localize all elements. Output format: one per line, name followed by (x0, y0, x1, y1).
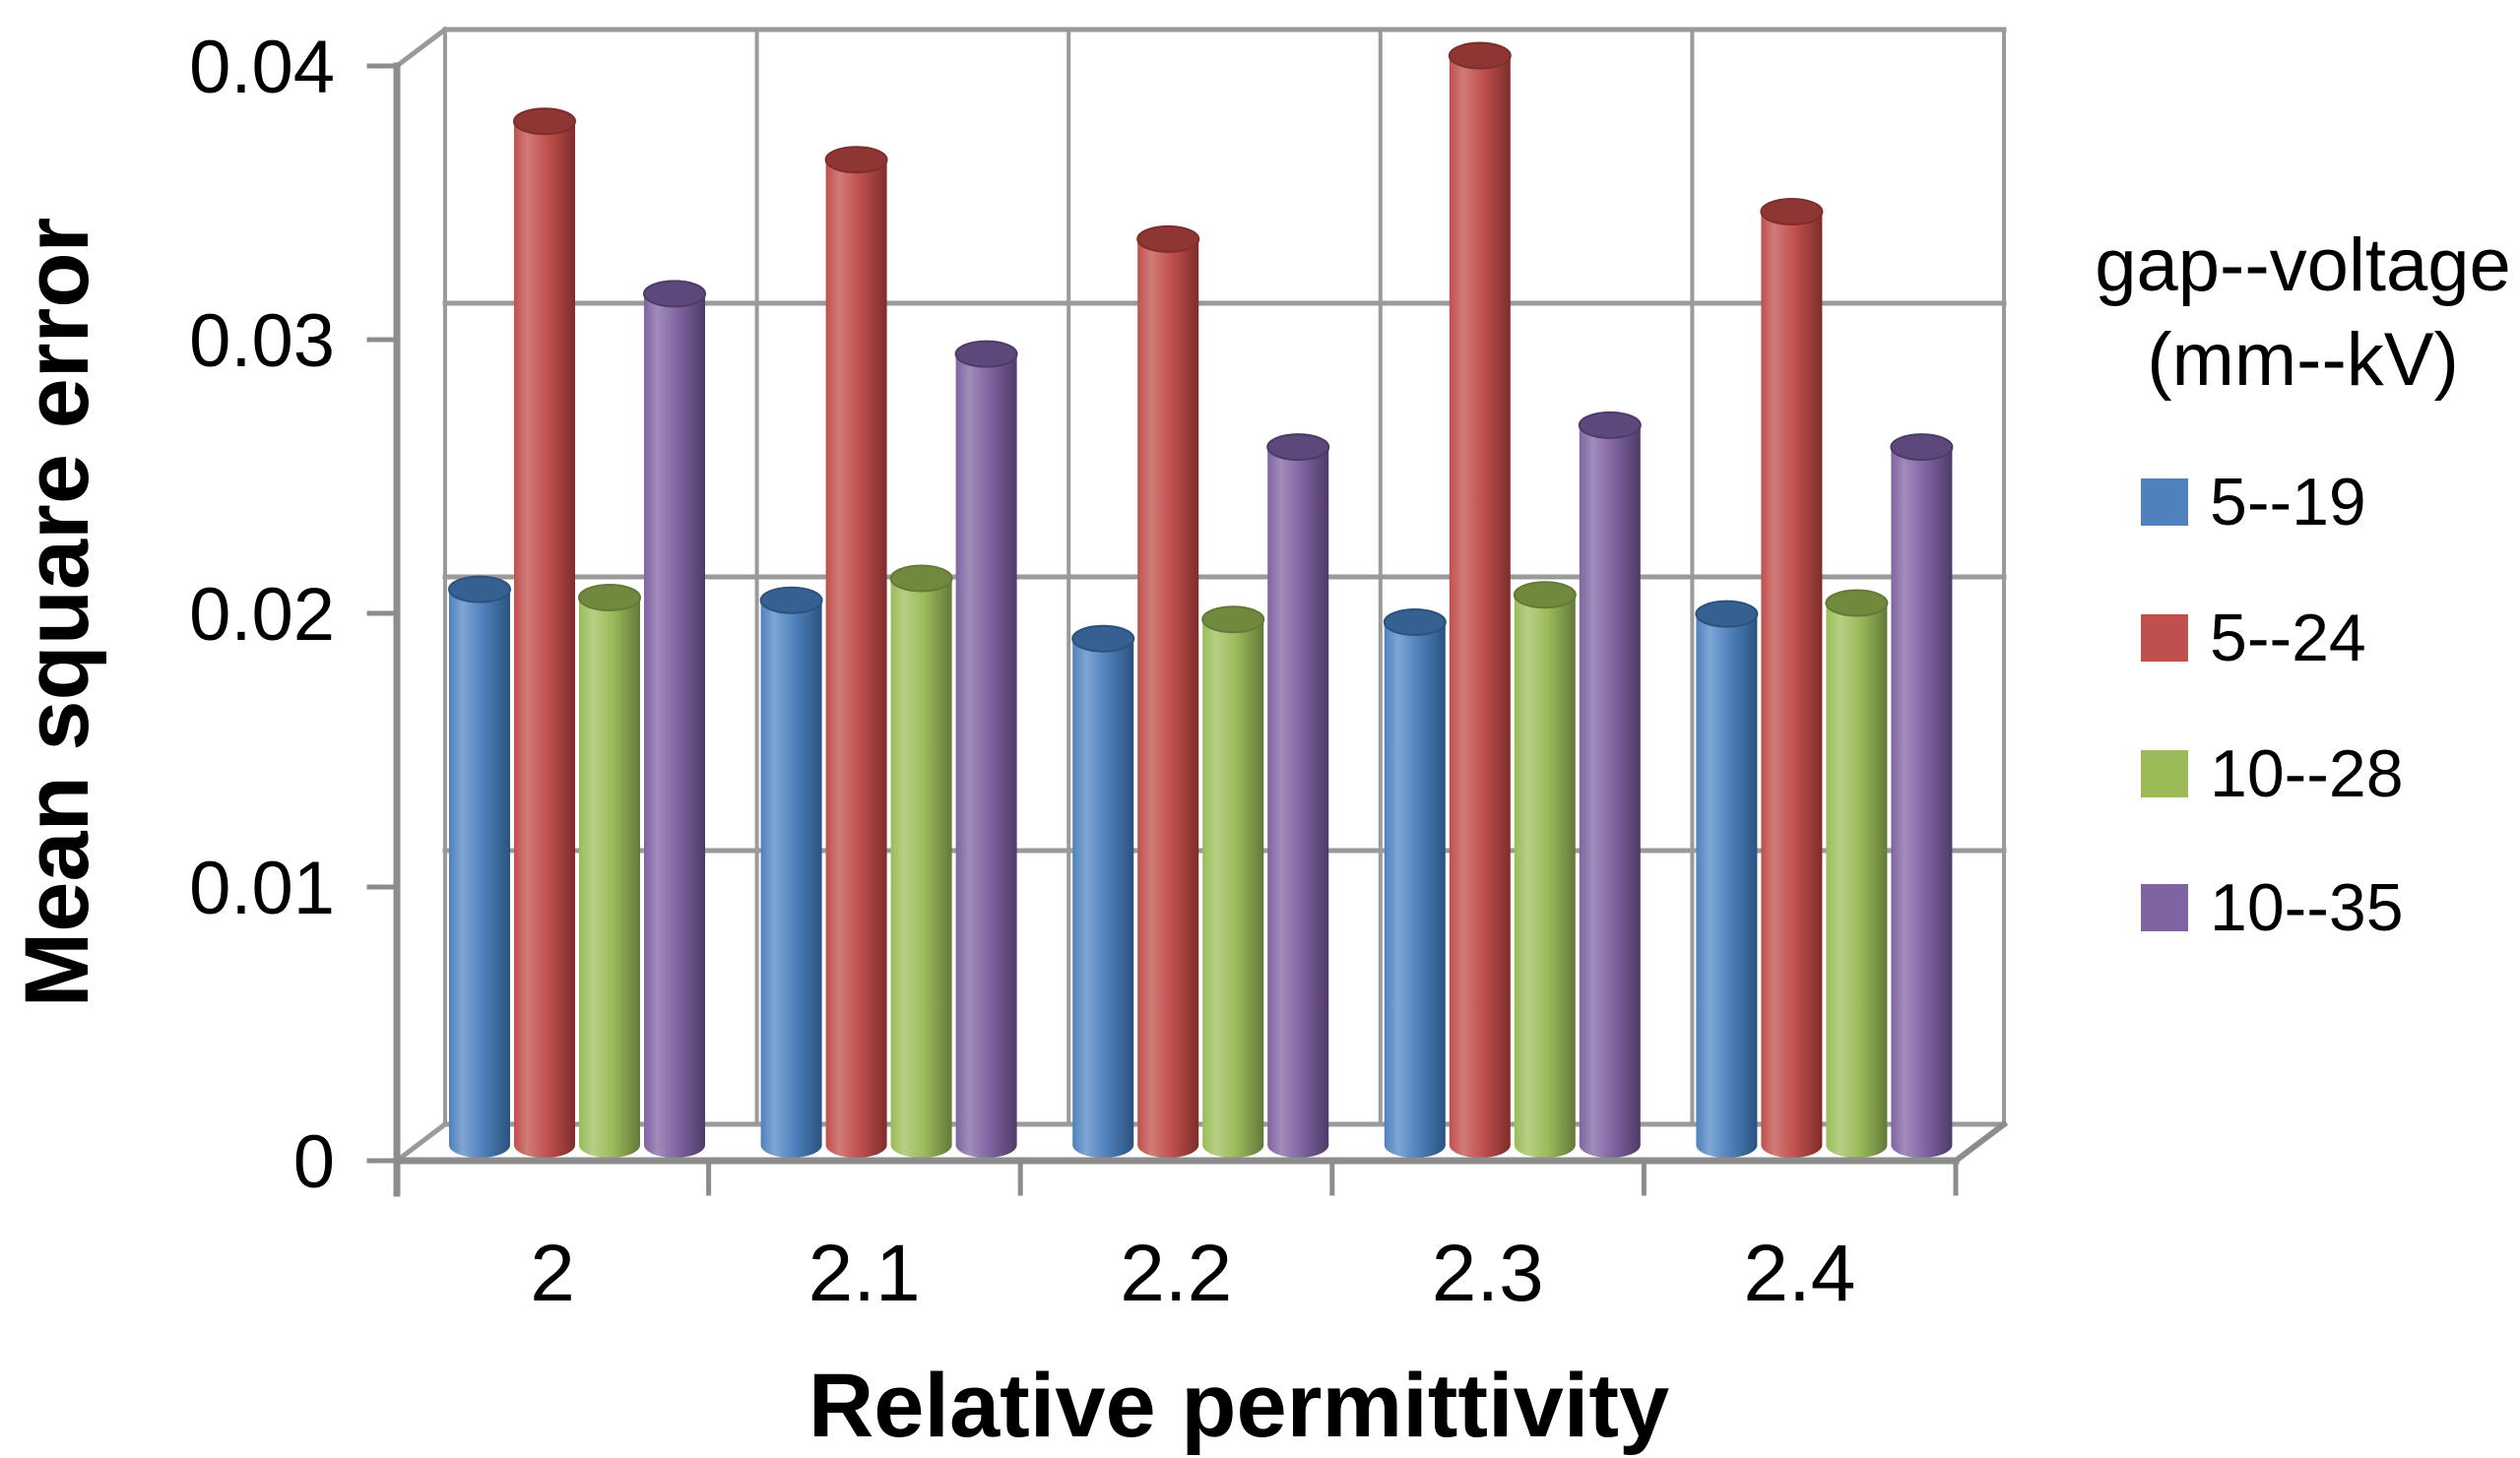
legend-label-5--19: 5--19 (2210, 465, 2366, 539)
cylinder-body (890, 578, 952, 1145)
cylinder-top (889, 564, 953, 593)
x-tick-label-2.1: 2.1 (808, 1229, 921, 1318)
legend-label-10--28: 10--28 (2210, 736, 2404, 811)
cylinder-top (1201, 605, 1265, 634)
bar-10--28-cat-2.4 (1825, 589, 1889, 1158)
cylinder-top (1513, 581, 1577, 609)
cylinder-body (644, 293, 705, 1145)
y-tick-label-0.04: 0.04 (189, 26, 335, 109)
bar-10--28-cat-2.2 (1201, 605, 1265, 1158)
bar-10--35-cat-2.3 (1578, 411, 1642, 1158)
cylinder-body (1267, 447, 1329, 1146)
cylinder-body (1137, 238, 1199, 1145)
cylinder-body (955, 353, 1017, 1146)
floor-right-diagonal (1951, 1119, 2009, 1166)
y-tick-label-0.03: 0.03 (189, 299, 335, 383)
cylinder-body (825, 159, 887, 1145)
bar-5--19-cat-2.4 (1695, 600, 1759, 1158)
cylinder-top (1890, 433, 1954, 462)
cylinder-body (1449, 55, 1511, 1145)
cylinder-body (1826, 602, 1888, 1145)
bar-5--24-cat-2.4 (1760, 198, 1824, 1158)
x-tick-label-2.4: 2.4 (1743, 1229, 1855, 1318)
legend-label-10--35: 10--35 (2210, 870, 2404, 945)
bar-5--19-cat-2.3 (1383, 608, 1447, 1158)
y-tick-label-0.01: 0.01 (189, 847, 335, 930)
x-tick-label-2.2: 2.2 (1120, 1229, 1232, 1318)
bar-10--35-cat-2.4 (1890, 433, 1954, 1158)
x-axis-title: Relative permittivity (808, 1356, 1670, 1456)
cylinder-top (448, 575, 511, 603)
cylinder-top (1695, 600, 1759, 628)
bar-5--19-cat-2.1 (759, 586, 823, 1158)
cylinder-top (1825, 589, 1889, 617)
bar-5--24-cat-2.1 (824, 146, 888, 1158)
cylinder-body (449, 589, 510, 1145)
legend-swatch-10--28 (2141, 750, 2188, 797)
cylinder-body (1202, 619, 1264, 1145)
cylinder-body (1384, 622, 1446, 1145)
legend-swatch-10--35 (2141, 884, 2188, 931)
cylinder-body (1514, 595, 1576, 1145)
bar-5--24-cat-2.2 (1136, 224, 1200, 1158)
bar-10--28-cat-2.1 (889, 564, 953, 1158)
wall-top-diagonal (393, 26, 449, 70)
cylinder-body (1072, 638, 1134, 1145)
legend-title-line1: gap--voltage (2095, 223, 2511, 307)
bar-10--28-cat-2.3 (1513, 581, 1577, 1158)
wall-bottom-diagonal (393, 1120, 449, 1165)
cylinder-top (1578, 411, 1642, 439)
bar-10--35-cat-2.1 (954, 340, 1018, 1158)
x-tick-label-2.3: 2.3 (1432, 1229, 1544, 1318)
legend-label-5--24: 5--24 (2210, 601, 2366, 675)
x-tick-label-2: 2 (530, 1229, 575, 1318)
legend-title-line2: (mm--kV) (2147, 318, 2459, 402)
y-axis-title: Mean square error (7, 217, 107, 1008)
cylinder-body (1891, 447, 1953, 1146)
bar-10--35-cat-2.2 (1266, 433, 1330, 1158)
cylinder-body (1579, 424, 1641, 1145)
cylinder-body (579, 598, 640, 1145)
cylinder-top (824, 146, 888, 174)
cylinder-top (1071, 624, 1135, 653)
cylinder-top (643, 280, 706, 308)
bar-5--24-cat-2 (513, 107, 576, 1158)
legend-item-5--24: 5--24 (2141, 601, 2366, 675)
cylinder-body (1761, 212, 1823, 1145)
cylinder-top (1136, 224, 1200, 253)
legend-item-10--35: 10--35 (2141, 870, 2404, 945)
cylinder-body (760, 600, 822, 1145)
cylinder-body (514, 121, 575, 1145)
bar-5--19-cat-2 (448, 575, 511, 1158)
legend-item-10--28: 10--28 (2141, 736, 2404, 811)
legend-swatch-5--19 (2141, 478, 2188, 526)
cylinder-top (759, 586, 823, 614)
cylinder-top (1760, 198, 1824, 226)
cylinder-body (1696, 613, 1758, 1145)
bar-10--35-cat-2 (643, 280, 706, 1158)
cylinder-top (1383, 608, 1447, 637)
cylinder-top (578, 584, 641, 611)
cylinder-top (1266, 433, 1330, 462)
y-tick-label-0: 0 (293, 1120, 335, 1204)
bar-5--19-cat-2.2 (1071, 624, 1135, 1158)
legend-swatch-5--24 (2141, 614, 2188, 662)
legend: gap--voltage (mm--kV) 5--19 5--24 10--28 10… (2086, 197, 2520, 984)
bar-5--24-cat-2.3 (1448, 41, 1512, 1158)
cylinder-top (954, 340, 1018, 368)
cylinder-top (1448, 41, 1512, 70)
cylinder-top (513, 107, 576, 136)
bar-10--28-cat-2 (578, 584, 641, 1158)
legend-item-5--19: 5--19 (2141, 465, 2366, 539)
y-tick-label-0.02: 0.02 (189, 573, 335, 657)
